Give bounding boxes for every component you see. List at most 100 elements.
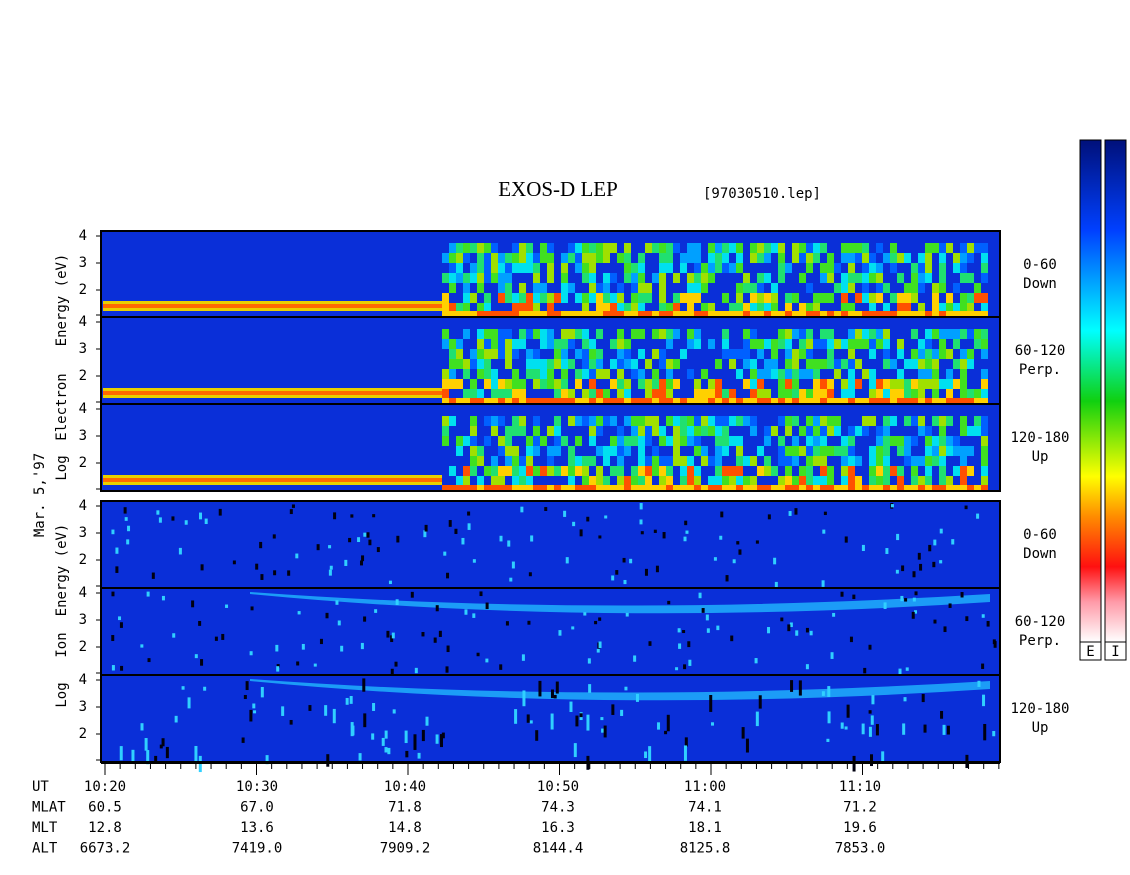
spectrogram-cell bbox=[967, 446, 974, 456]
spectrogram-cell bbox=[785, 446, 792, 456]
spectrogram-cell bbox=[638, 329, 645, 339]
spectrogram-cell bbox=[736, 416, 743, 426]
spectrogram-cell bbox=[806, 253, 813, 263]
spectrogram-cell bbox=[533, 263, 540, 273]
spectrogram-cell bbox=[862, 426, 869, 436]
spectrogram-cell bbox=[918, 339, 925, 349]
spectrogram-cell bbox=[527, 620, 531, 625]
spectrogram-cell bbox=[575, 485, 582, 490]
spectrogram-cell bbox=[603, 398, 610, 403]
spectrogram-cell bbox=[295, 553, 299, 559]
spectrogram-cell bbox=[404, 730, 408, 744]
spectrogram-cell bbox=[701, 369, 708, 379]
row-value: 12.8 bbox=[88, 820, 122, 836]
spectrogram-cell bbox=[832, 612, 836, 617]
pitch-label: 120-180 bbox=[1010, 430, 1069, 446]
spectrogram-cell bbox=[505, 311, 512, 316]
spectrogram-cell bbox=[610, 466, 617, 476]
spectrogram bbox=[100, 587, 1001, 676]
spectrogram-cell bbox=[876, 476, 883, 486]
spectrogram-cell bbox=[484, 329, 491, 339]
spectrogram-cell bbox=[673, 359, 680, 369]
spectrogram-cell bbox=[925, 398, 932, 403]
spectrogram-cell bbox=[820, 359, 827, 369]
spectrogram-cell bbox=[479, 591, 483, 597]
spectrogram-cell bbox=[547, 485, 554, 490]
spectrogram-cell bbox=[876, 398, 883, 403]
spectrogram-cell bbox=[953, 379, 960, 389]
spectrogram-cell bbox=[579, 713, 583, 718]
spectrogram-cell bbox=[981, 273, 988, 283]
spectrogram-cell bbox=[827, 253, 834, 263]
spectrogram-cell bbox=[610, 446, 617, 456]
spectrogram-cell bbox=[454, 528, 458, 534]
spectrogram-cell bbox=[743, 476, 750, 486]
spectrogram-cell bbox=[708, 303, 715, 313]
spectrogram-cell bbox=[883, 485, 890, 490]
spectrogram-cell bbox=[911, 263, 918, 273]
spectrogram-cell bbox=[498, 389, 505, 399]
spectrogram-cell bbox=[883, 349, 890, 359]
spectrogram-cell bbox=[729, 398, 736, 403]
spectrogram-cell bbox=[918, 485, 925, 490]
spectrogram-cell bbox=[470, 398, 477, 403]
spectrogram-cell bbox=[477, 329, 484, 339]
spectrogram-cell bbox=[449, 339, 456, 349]
spectrogram-cell bbox=[755, 540, 759, 544]
spectrogram-cell bbox=[960, 243, 967, 253]
spectrogram-cell bbox=[840, 591, 844, 597]
spectrogram-cell bbox=[540, 466, 547, 476]
spectrogram-cell bbox=[214, 636, 218, 641]
spectrogram-cell bbox=[359, 560, 363, 566]
spectrogram-cell bbox=[890, 263, 897, 273]
spectrogram-cell bbox=[463, 398, 470, 403]
spectrogram-cell bbox=[442, 329, 449, 339]
spectrogram-cell bbox=[652, 416, 659, 426]
spectrogram-cell bbox=[736, 466, 743, 476]
spectrogram-cell bbox=[535, 730, 539, 741]
spectrogram-cell bbox=[883, 339, 890, 349]
spectrogram-cell bbox=[785, 329, 792, 339]
spectrogram-cell bbox=[505, 485, 512, 490]
spectrogram-cell bbox=[617, 436, 624, 446]
spectrogram-cell bbox=[467, 511, 471, 516]
spectrogram-cell bbox=[939, 416, 946, 426]
spectrogram-cell bbox=[374, 609, 378, 613]
spectrogram-cell bbox=[682, 630, 686, 634]
spectrogram-cell bbox=[645, 436, 652, 446]
spectrogram-cell bbox=[115, 547, 119, 554]
pitch-label: 120-180 bbox=[1010, 701, 1069, 717]
spectrogram-cell bbox=[673, 436, 680, 446]
y-tick-label: 2 bbox=[79, 455, 87, 471]
spectrogram-cell bbox=[701, 311, 708, 316]
spectrogram bbox=[100, 500, 1001, 589]
spectrogram-cell bbox=[568, 389, 575, 399]
spectrogram-cell bbox=[533, 359, 540, 369]
spectrogram-cell bbox=[785, 389, 792, 399]
spectrogram-cell bbox=[897, 369, 904, 379]
row-value: 10:50 bbox=[537, 779, 579, 795]
spectrogram-cell bbox=[484, 253, 491, 263]
spectrogram-cell bbox=[512, 456, 519, 466]
spectrogram-cell bbox=[449, 243, 456, 253]
spectrogram-cell bbox=[925, 379, 932, 389]
spectrogram-cell bbox=[932, 283, 939, 293]
spectrogram-cell bbox=[722, 339, 729, 349]
spectrogram-cell bbox=[463, 476, 470, 486]
spectrogram-cell bbox=[652, 398, 659, 403]
spectrogram-cell bbox=[561, 311, 568, 316]
spectrogram-cell bbox=[855, 485, 862, 490]
spectrogram-cell bbox=[722, 253, 729, 263]
spectrogram-cell bbox=[391, 632, 395, 639]
spectrogram-cell bbox=[883, 436, 890, 446]
spectrogram-cell bbox=[533, 349, 540, 359]
spectrogram-cell bbox=[883, 329, 890, 339]
spectrogram-cell bbox=[848, 466, 855, 476]
spectrogram-cell bbox=[911, 273, 918, 283]
spectrogram-cell bbox=[319, 638, 323, 645]
spectrogram-cell bbox=[589, 416, 596, 426]
spectrogram-cell bbox=[505, 466, 512, 476]
spectrogram-cell bbox=[694, 253, 701, 263]
spectrogram-cell bbox=[799, 243, 806, 253]
spectrogram-cell bbox=[694, 283, 701, 293]
